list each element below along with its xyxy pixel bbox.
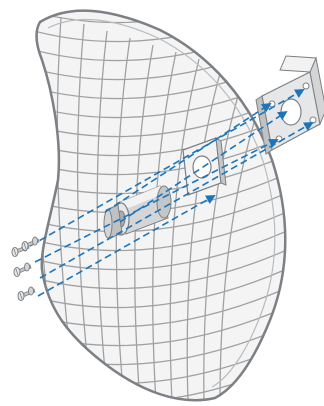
grid-wire-horizontal: [36, 224, 286, 271]
grid-reflector-rim: [35, 9, 287, 402]
grid-reflector-inner-rim: [47, 18, 276, 388]
screws: [11, 236, 40, 301]
screw-icon: [21, 236, 40, 251]
bracket-hole-bottom-right: [309, 116, 317, 124]
grid-wire-vertical: [96, 30, 109, 401]
bracket-center-hole: [280, 98, 302, 126]
feed-tube-rear-ring: [156, 185, 172, 219]
feed-horn-tube: [103, 185, 172, 239]
guide-arrow-3: [29, 89, 305, 247]
grid-wire-horizontal: [36, 205, 286, 252]
grid-wire-vertical: [203, 72, 246, 401]
screw-icon: [17, 286, 36, 301]
bracket-hole-top-right: [302, 82, 310, 90]
rear-mounting-bracket: [255, 55, 324, 155]
guide-arrow-6: [37, 195, 216, 297]
grid-wire-horizontal: [36, 262, 286, 309]
grid-wire-horizontal: [36, 243, 286, 290]
guide-arrow-4: [34, 139, 279, 263]
guide-lines: [29, 89, 314, 297]
guide-arrow-5: [39, 122, 314, 279]
guide-arrow-2: [119, 110, 288, 223]
screw-icon: [13, 262, 32, 277]
center-plate-hole: [192, 155, 212, 179]
